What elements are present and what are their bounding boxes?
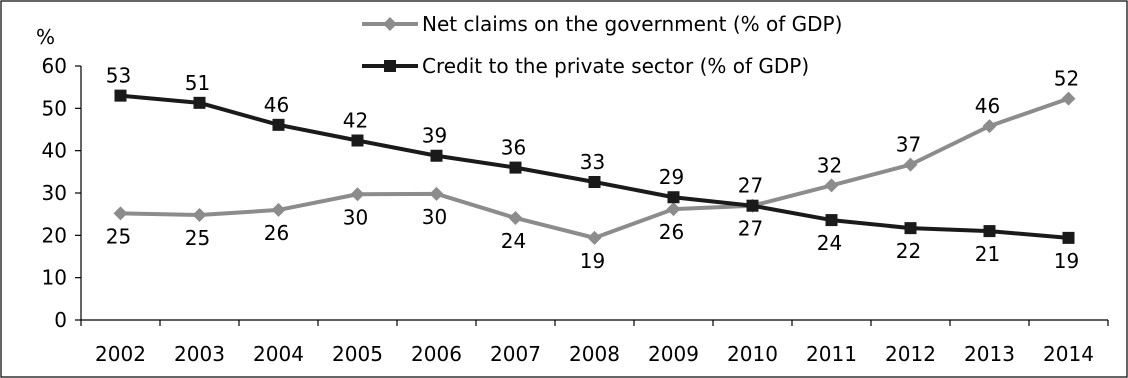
y-tick-label: 50 bbox=[42, 96, 67, 120]
series-0-data-label: 26 bbox=[659, 220, 684, 244]
series-0-data-label: 24 bbox=[501, 229, 526, 253]
series-1-data-label: 19 bbox=[1054, 249, 1079, 273]
y-tick-label: 20 bbox=[42, 223, 67, 247]
legend-label-1: Credit to the private sector (% of GDP) bbox=[422, 54, 809, 78]
y-axis-unit-label: % bbox=[36, 25, 55, 49]
series-0-data-label: 30 bbox=[343, 205, 368, 229]
x-tick-label: 2005 bbox=[332, 342, 383, 366]
series-0-data-label: 52 bbox=[1054, 67, 1079, 91]
series-0-point bbox=[429, 186, 444, 201]
series-1-data-label: 22 bbox=[896, 239, 921, 263]
series-0-point bbox=[271, 202, 286, 217]
series-1-point bbox=[825, 214, 838, 227]
series-1-point bbox=[114, 89, 127, 102]
series-1-data-label: 36 bbox=[501, 136, 526, 160]
y-tick-label: 10 bbox=[42, 266, 67, 290]
series-0-point bbox=[508, 210, 523, 225]
series-1-point bbox=[904, 222, 917, 235]
series-1-data-label: 53 bbox=[106, 64, 131, 88]
x-tick-label: 2008 bbox=[569, 342, 620, 366]
series-0-point bbox=[113, 206, 128, 221]
y-tick-label: 60 bbox=[42, 54, 67, 78]
series-group bbox=[113, 89, 1076, 245]
y-tick-label: 30 bbox=[42, 181, 67, 205]
x-tick-label: 2009 bbox=[648, 342, 699, 366]
series-0-point bbox=[824, 178, 839, 193]
x-tick-label: 2004 bbox=[253, 342, 304, 366]
y-tick-label: 0 bbox=[54, 308, 67, 332]
series-1-point bbox=[983, 225, 996, 238]
x-tick-label: 2003 bbox=[174, 342, 225, 366]
series-1-point bbox=[351, 134, 364, 147]
y-tick-label: 40 bbox=[42, 139, 67, 163]
series-1-data-label: 24 bbox=[817, 231, 842, 255]
series-0-data-label: 25 bbox=[185, 226, 210, 250]
series-1-data-label: 46 bbox=[264, 93, 289, 117]
series-1-data-label: 42 bbox=[343, 109, 368, 133]
axes: 0 10 20 30 40 50 60 2002 2003 2004 2005 2006 2007 200… bbox=[42, 54, 1109, 366]
series-1-point bbox=[509, 161, 522, 174]
x-tick-label: 2002 bbox=[95, 342, 146, 366]
series-0-data-label: 26 bbox=[264, 221, 289, 245]
legend: Net claims on the government (% of GDP) C… bbox=[362, 12, 842, 78]
series-0-data-label: 46 bbox=[975, 94, 1000, 118]
series-1-data-label: 51 bbox=[185, 71, 210, 95]
series-0-point bbox=[350, 187, 365, 202]
series-1-point bbox=[193, 96, 206, 109]
series-1-data-label: 29 bbox=[659, 165, 684, 189]
series-0-point bbox=[192, 208, 207, 223]
legend-marker-1 bbox=[384, 60, 396, 72]
series-0-point bbox=[903, 157, 918, 172]
series-1-data-label: 27 bbox=[738, 174, 763, 198]
series-1-data-label: 21 bbox=[975, 242, 1000, 266]
series-0-data-label: 25 bbox=[106, 224, 131, 248]
series-1-point bbox=[588, 175, 601, 188]
series-1-data-label: 33 bbox=[580, 150, 605, 174]
series-0-point bbox=[982, 119, 997, 134]
legend-label-0: Net claims on the government (% of GDP) bbox=[422, 12, 842, 36]
x-tick-label: 2007 bbox=[490, 342, 541, 366]
series-1-point bbox=[1062, 231, 1075, 244]
series-0-data-label: 37 bbox=[896, 133, 921, 157]
series-0-point bbox=[587, 230, 602, 245]
series-0-data-label: 32 bbox=[817, 153, 842, 177]
series-0-point bbox=[1061, 91, 1076, 106]
legend-marker-0 bbox=[383, 17, 397, 31]
series-1-point bbox=[272, 118, 285, 131]
x-tick-label: 2006 bbox=[411, 342, 462, 366]
x-tick-label: 2010 bbox=[727, 342, 778, 366]
series-0-data-label: 30 bbox=[422, 205, 447, 229]
series-0-data-label: 27 bbox=[738, 217, 763, 241]
x-tick-label: 2014 bbox=[1043, 342, 1094, 366]
x-tick-label: 2013 bbox=[964, 342, 1015, 366]
data-labels: 25 25 26 30 30 24 19 26 27 32 37 46 52 53 51 46 42 39 36 33… bbox=[106, 64, 1079, 273]
x-tick-label: 2012 bbox=[885, 342, 936, 366]
series-1-point bbox=[746, 199, 759, 212]
series-0-data-label: 19 bbox=[580, 249, 605, 273]
series-0-point bbox=[666, 202, 681, 217]
x-tick-label: 2011 bbox=[806, 342, 857, 366]
series-1-point bbox=[667, 191, 680, 204]
series-1-point bbox=[430, 149, 443, 162]
series-1-data-label: 39 bbox=[422, 124, 447, 148]
